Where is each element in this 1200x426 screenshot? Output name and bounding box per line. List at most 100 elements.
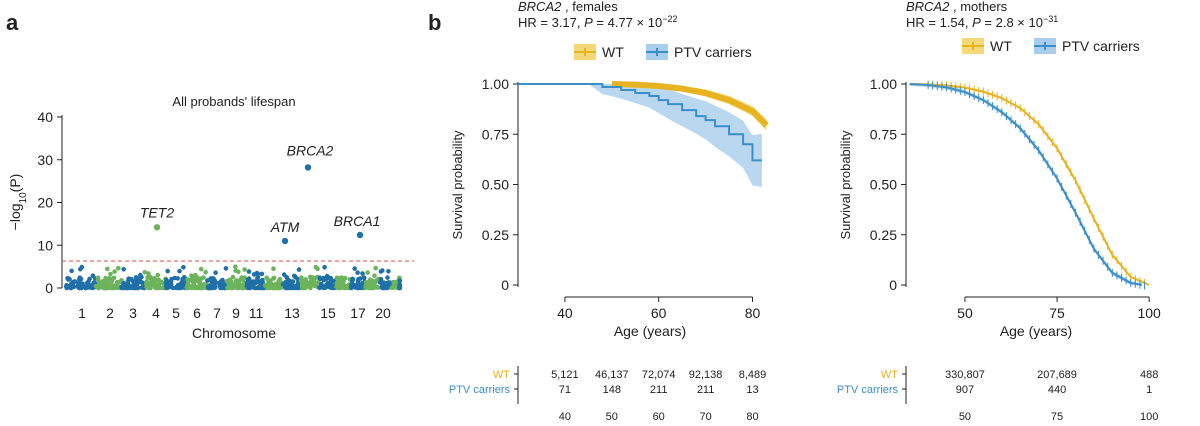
gene-point-tet2 [153,224,161,231]
mothers-title-rest: , mothers [953,0,1008,14]
manhattan-point [315,266,320,272]
mothers-stats: HR = 1.54, P = 2.8 × 10−31 [906,14,1058,30]
manhattan-point [152,281,157,286]
manhattan-point [374,284,379,290]
manhattan-point [189,284,194,289]
manhattan-y-tick-label: 10 [37,237,53,253]
gene-label-brca1: BRCA1 [334,213,381,229]
km-x-tick-label: 40 [557,305,573,321]
manhattan-y-tick-label: 20 [37,195,53,211]
manhattan-point [287,284,293,290]
manhattan-x-tick-label: 3 [129,305,137,321]
manhattan-point [95,275,101,281]
manhattan-point [229,285,234,291]
manhattan-point [283,284,288,290]
manhattan-point [337,278,343,284]
km-y-tick-label: 0.50 [870,177,897,193]
females-stats: HR = 3.17, P = 4.77 × 10−22 [518,14,677,30]
manhattan-point [386,269,391,274]
manhattan-point [397,285,402,291]
manhattan-x-tick-label: 20 [375,305,391,321]
km-females-plot: BRCA2 , females HR = 3.17, P = 4.77 × 10… [449,0,769,423]
manhattan-point [227,277,233,283]
manhattan-point [177,268,182,274]
manhattan-point [245,284,251,289]
risk-x-tick-label: 80 [746,411,758,423]
manhattan-x-tick-label: 7 [213,305,221,321]
risk-x-tick-label: 75 [1051,411,1063,423]
manhattan-point [211,284,217,289]
manhattan-point [182,275,187,280]
manhattan-point [122,285,127,291]
manhattan-point [312,283,317,289]
manhattan-point [198,266,204,272]
manhattan-point [259,271,265,277]
km-x-tick-label: 50 [957,305,973,321]
females-ylabel: Survival probability [450,130,465,240]
risk-cell: 440 [1048,384,1066,396]
manhattan-point [100,279,105,284]
manhattan-point [137,278,143,284]
gene-point-atm [281,237,289,245]
gene-label-tet2: TET2 [140,204,174,220]
manhattan-point [104,280,110,286]
manhattan-point [148,274,153,280]
manhattan-x-tick-label: 2 [106,305,114,321]
manhattan-point [365,270,370,275]
risk-table: WT 330,807 207,689 488 PTV carriers 907 440 1 50… [837,366,1158,423]
manhattan-x-tick-label: 9 [232,305,240,321]
manhattan-x-tick-label: 13 [284,305,300,321]
manhattan-point [295,284,301,289]
manhattan-point [213,270,218,276]
manhattan-point [251,272,257,277]
gene-label-atm: ATM [270,219,300,235]
risk-cell: 72,074 [642,369,676,381]
manhattan-point [133,275,139,280]
risk-cell: 71 [559,384,571,396]
manhattan-point [380,283,385,288]
manhattan-point [267,285,273,291]
km-y-tick-label: 0.50 [482,177,509,193]
manhattan-point [355,270,360,276]
manhattan-point [373,265,379,271]
panel-letter-a: a [6,10,19,35]
manhattan-point [380,268,385,273]
ptv-confidence-band [518,84,762,188]
manhattan-point [241,277,246,283]
manhattan-point [81,284,87,289]
manhattan-point [200,285,206,291]
risk-row-label: WT [881,369,898,381]
risk-cell: 330,807 [945,369,985,381]
gene-point-brca2 [304,164,312,171]
females-title: BRCA2 [518,0,562,14]
manhattan-point [155,285,160,291]
manhattan-y-tick-label: 40 [37,109,53,125]
manhattan-point [272,285,277,291]
manhattan-point [290,279,295,285]
manhattan-point [352,266,358,271]
manhattan-point [321,285,326,291]
manhattan-point [223,266,229,271]
legend-label-wt: WT [990,38,1012,54]
manhattan-point [179,285,184,291]
manhattan-point [284,275,290,280]
km-y-tick-label: 0.25 [870,227,897,243]
manhattan-point [249,284,254,290]
manhattan-point [108,271,113,277]
manhattan-point [271,275,277,281]
manhattan-point [174,284,180,290]
manhattan-point [335,285,340,291]
manhattan-point [106,277,112,282]
risk-row-label: PTV carriers [837,384,899,396]
manhattan-point [69,268,74,274]
risk-cell: 13 [746,384,758,396]
manhattan-point [105,266,110,272]
wt-confidence-band [611,84,767,131]
manhattan-y-tick-label: 0 [45,280,53,296]
risk-row-label: PTV carriers [449,384,511,396]
risk-cell: 211 [650,384,668,396]
manhattan-point [230,274,236,280]
manhattan-point [325,282,331,288]
manhattan-point [251,281,257,287]
